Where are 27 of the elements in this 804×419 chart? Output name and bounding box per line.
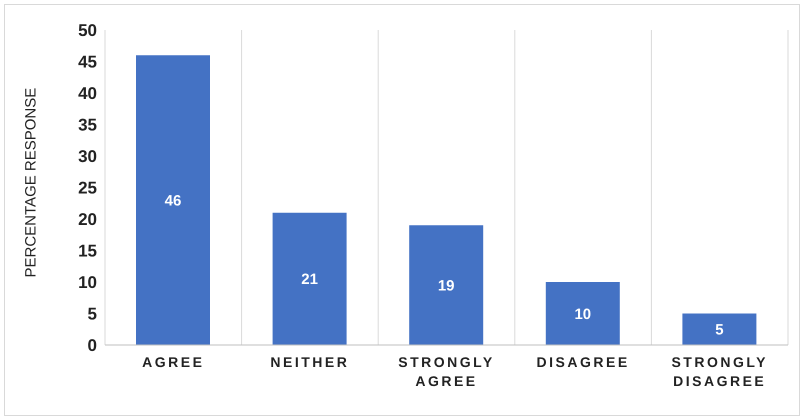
y-tick-label: 10 [78,273,97,292]
y-tick-label: 15 [78,242,97,261]
y-tick-label: 20 [78,210,97,230]
bar [546,282,620,345]
data-label: 5 [715,322,724,339]
data-label: 19 [438,277,455,294]
y-tick-label: 30 [78,147,97,166]
bar [136,55,210,345]
x-tick-label: DISAGREE [536,354,630,370]
y-tick-label: 0 [88,336,97,356]
x-tick-label: NEITHER [270,354,350,370]
bar [682,314,756,345]
y-tick-label: 5 [88,304,97,324]
x-tick-label: STRONGLY DISAGREE [671,354,768,389]
y-axis-title: PERCENTAGE RESPONSE [22,88,40,278]
y-tick-label: 45 [78,52,97,72]
data-label: 10 [574,306,592,323]
y-tick-label: 25 [78,178,97,198]
bar [272,212,347,345]
y-tick-label: 40 [78,84,97,104]
y-tick-label: 35 [78,116,97,135]
data-label: 46 [164,192,182,210]
bar [409,225,484,345]
y-tick-label: 50 [78,21,97,40]
data-label: 21 [301,271,318,288]
x-tick-label: AGREE [142,354,204,370]
x-tick-label: STRONGLY AGREE [398,354,495,389]
